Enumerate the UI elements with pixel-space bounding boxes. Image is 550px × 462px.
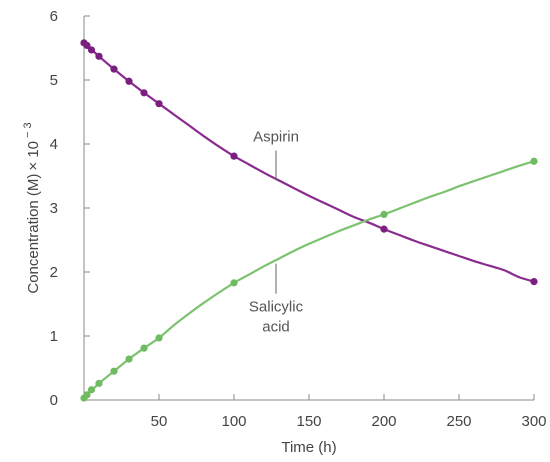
y-tick-label: 6 [50,8,58,25]
x-tick-label: 100 [221,413,246,430]
salicylic-acid-point [125,355,133,363]
aspirin-point [87,46,96,54]
aspirin-point [380,225,388,233]
y-tick-label: 5 [50,72,58,89]
y-tick-label: 3 [50,200,58,217]
salicylic-acid-point [155,334,163,342]
ticks: 0 1 2 3 4 5 6 50 100 150 200 250 300 [50,8,547,430]
curves [83,42,535,399]
y-axis-label-suffix: × 10 [25,141,42,171]
y-axis-label: Concentration (M) × 10 − 3 [22,122,42,293]
aspirin-point [95,52,103,60]
x-tick-label: 300 [521,413,546,430]
salicylic-acid-point [530,157,538,165]
salicylic-acid-point [380,210,388,218]
salicylic-acid-point [110,367,118,375]
x-tick-label: 250 [446,413,471,430]
salicylic-acid-point [95,379,103,387]
annotations: Aspirin Salicylic acid [249,128,304,335]
salicylic-acid-point [83,391,91,399]
y-axis-label-exponent: − 3 [22,122,34,138]
x-tick-label: 200 [371,413,396,430]
aspirin-point [140,89,148,97]
salicylic-acid-point [87,386,96,394]
salicylic-acid-point [230,279,238,287]
aspirin-point [83,41,91,50]
aspirin-point [125,77,133,85]
x-tick-label: 150 [296,413,321,430]
data-points [80,39,538,402]
y-tick-label: 0 [50,392,58,409]
aspirin-point [230,152,238,160]
aspirin-point [155,100,163,108]
salicylic-acid-label-line: Salicylic [249,299,304,316]
aspirin-point [110,65,118,73]
salicylic-acid-label-line: acid [262,319,290,336]
aspirin-point [530,278,538,286]
y-axis-label-prefix: Concentration (M) [25,174,42,294]
y-tick-label: 2 [50,264,58,281]
x-axis-label: Time (h) [281,439,336,456]
aspirin-label: Aspirin [253,128,299,145]
x-tick-label: 50 [151,413,168,430]
salicylic-acid-point [140,344,148,352]
y-tick-label: 1 [50,328,58,345]
aspirin-line [83,42,535,283]
y-tick-label: 4 [50,136,58,153]
